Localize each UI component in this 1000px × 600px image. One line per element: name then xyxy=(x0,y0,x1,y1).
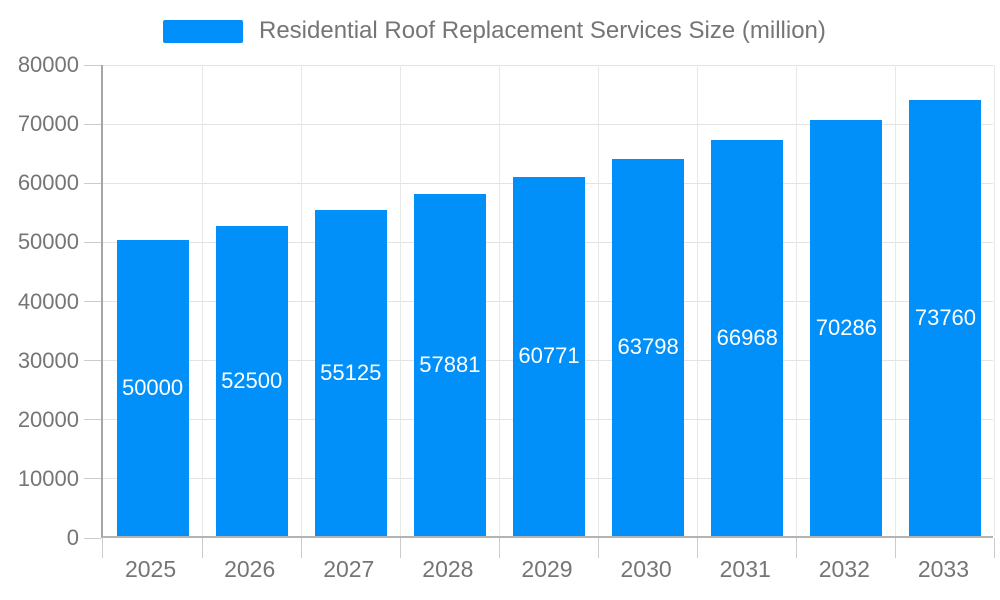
y-axis-tick xyxy=(84,123,101,125)
x-axis-tick xyxy=(399,538,401,558)
bar-value-label: 60771 xyxy=(518,343,580,369)
x-tick-label: 2032 xyxy=(818,556,870,582)
bar[interactable]: 52500 xyxy=(215,225,288,536)
y-tick-label: 40000 xyxy=(17,288,79,314)
bar-value-label: 50000 xyxy=(121,375,184,401)
x-tick-label: 2028 xyxy=(422,556,474,582)
gridline-vertical xyxy=(993,65,995,536)
y-axis-tick xyxy=(84,301,101,302)
y-tick-label: 30000 xyxy=(17,347,79,373)
x-axis-tick xyxy=(598,538,600,558)
bar[interactable]: 73760 xyxy=(909,99,982,536)
x-axis-tick xyxy=(300,538,302,558)
y-axis-tick xyxy=(84,64,101,66)
bar-value-label: 63798 xyxy=(617,334,679,360)
bar-value-label: 52500 xyxy=(221,367,283,393)
bar-value-label: 55125 xyxy=(320,360,382,386)
plot-area: 50000 52500 55125 57881 60771 63798 66968 70286… xyxy=(84,64,995,558)
bar[interactable]: 50000 xyxy=(116,240,189,536)
x-axis-labels: 2025 2026 2027 2028 2029 2030 2031 2032 2033 xyxy=(101,553,993,585)
bar[interactable]: 55125 xyxy=(314,210,387,536)
gridline-vertical xyxy=(598,65,600,536)
y-tick-label: 70000 xyxy=(17,111,79,137)
y-tick-label: 20000 xyxy=(17,406,79,432)
bar-value-label: 66968 xyxy=(716,325,778,351)
x-tick-label: 2029 xyxy=(521,556,573,582)
x-tick-label: 2025 xyxy=(124,556,177,582)
x-axis-tick xyxy=(102,538,103,558)
x-axis-tick xyxy=(697,538,699,558)
gridline-vertical xyxy=(399,65,401,536)
bar[interactable]: 63798 xyxy=(612,158,685,536)
x-tick-label: 2027 xyxy=(323,556,375,582)
legend[interactable]: Residential Roof Replacement Services Si… xyxy=(163,17,826,45)
y-tick-label: 0 xyxy=(66,525,79,550)
y-axis-tick xyxy=(84,419,101,421)
gridline-horizontal xyxy=(103,123,993,125)
gridline-vertical xyxy=(697,65,699,536)
gridline-horizontal xyxy=(103,64,993,66)
y-axis-tick xyxy=(84,241,101,243)
y-tick-label: 50000 xyxy=(17,229,79,255)
y-tick-label: 80000 xyxy=(17,52,79,77)
gridline-vertical xyxy=(498,65,500,536)
y-tick-label: 10000 xyxy=(17,465,79,491)
x-axis-tick xyxy=(993,538,995,558)
x-axis-tick xyxy=(201,538,203,558)
bar-value-label: 57881 xyxy=(419,351,481,377)
y-axis-tick xyxy=(84,360,101,362)
x-axis-tick xyxy=(895,538,897,558)
x-tick-label: 2030 xyxy=(620,556,672,582)
y-axis-tick xyxy=(84,182,101,184)
legend-label: Residential Roof Replacement Services Si… xyxy=(259,17,826,44)
gridline-vertical xyxy=(300,65,302,536)
legend-swatch xyxy=(163,19,243,43)
gridline-vertical xyxy=(895,65,897,536)
x-tick-label: 2033 xyxy=(917,556,970,582)
bar[interactable]: 57881 xyxy=(413,193,486,536)
y-axis-tick xyxy=(84,478,101,480)
bar[interactable]: 70286 xyxy=(810,120,883,536)
bar-value-label: 70286 xyxy=(815,315,877,341)
x-axis-tick xyxy=(498,538,500,558)
y-axis-tick xyxy=(84,537,101,539)
x-tick-label: 2031 xyxy=(719,556,771,582)
x-tick-label: 2026 xyxy=(224,556,276,582)
gridline-vertical xyxy=(201,65,203,536)
gridline-vertical xyxy=(796,65,798,536)
y-axis-labels: 0 10000 20000 30000 40000 50000 60000 70000 8000… xyxy=(0,52,79,550)
bar-value-label: 73760 xyxy=(914,304,977,330)
y-tick-label: 60000 xyxy=(17,170,79,196)
bar[interactable]: 66968 xyxy=(711,140,784,536)
bar[interactable]: 60771 xyxy=(513,176,585,536)
x-axis-tick xyxy=(796,538,798,558)
